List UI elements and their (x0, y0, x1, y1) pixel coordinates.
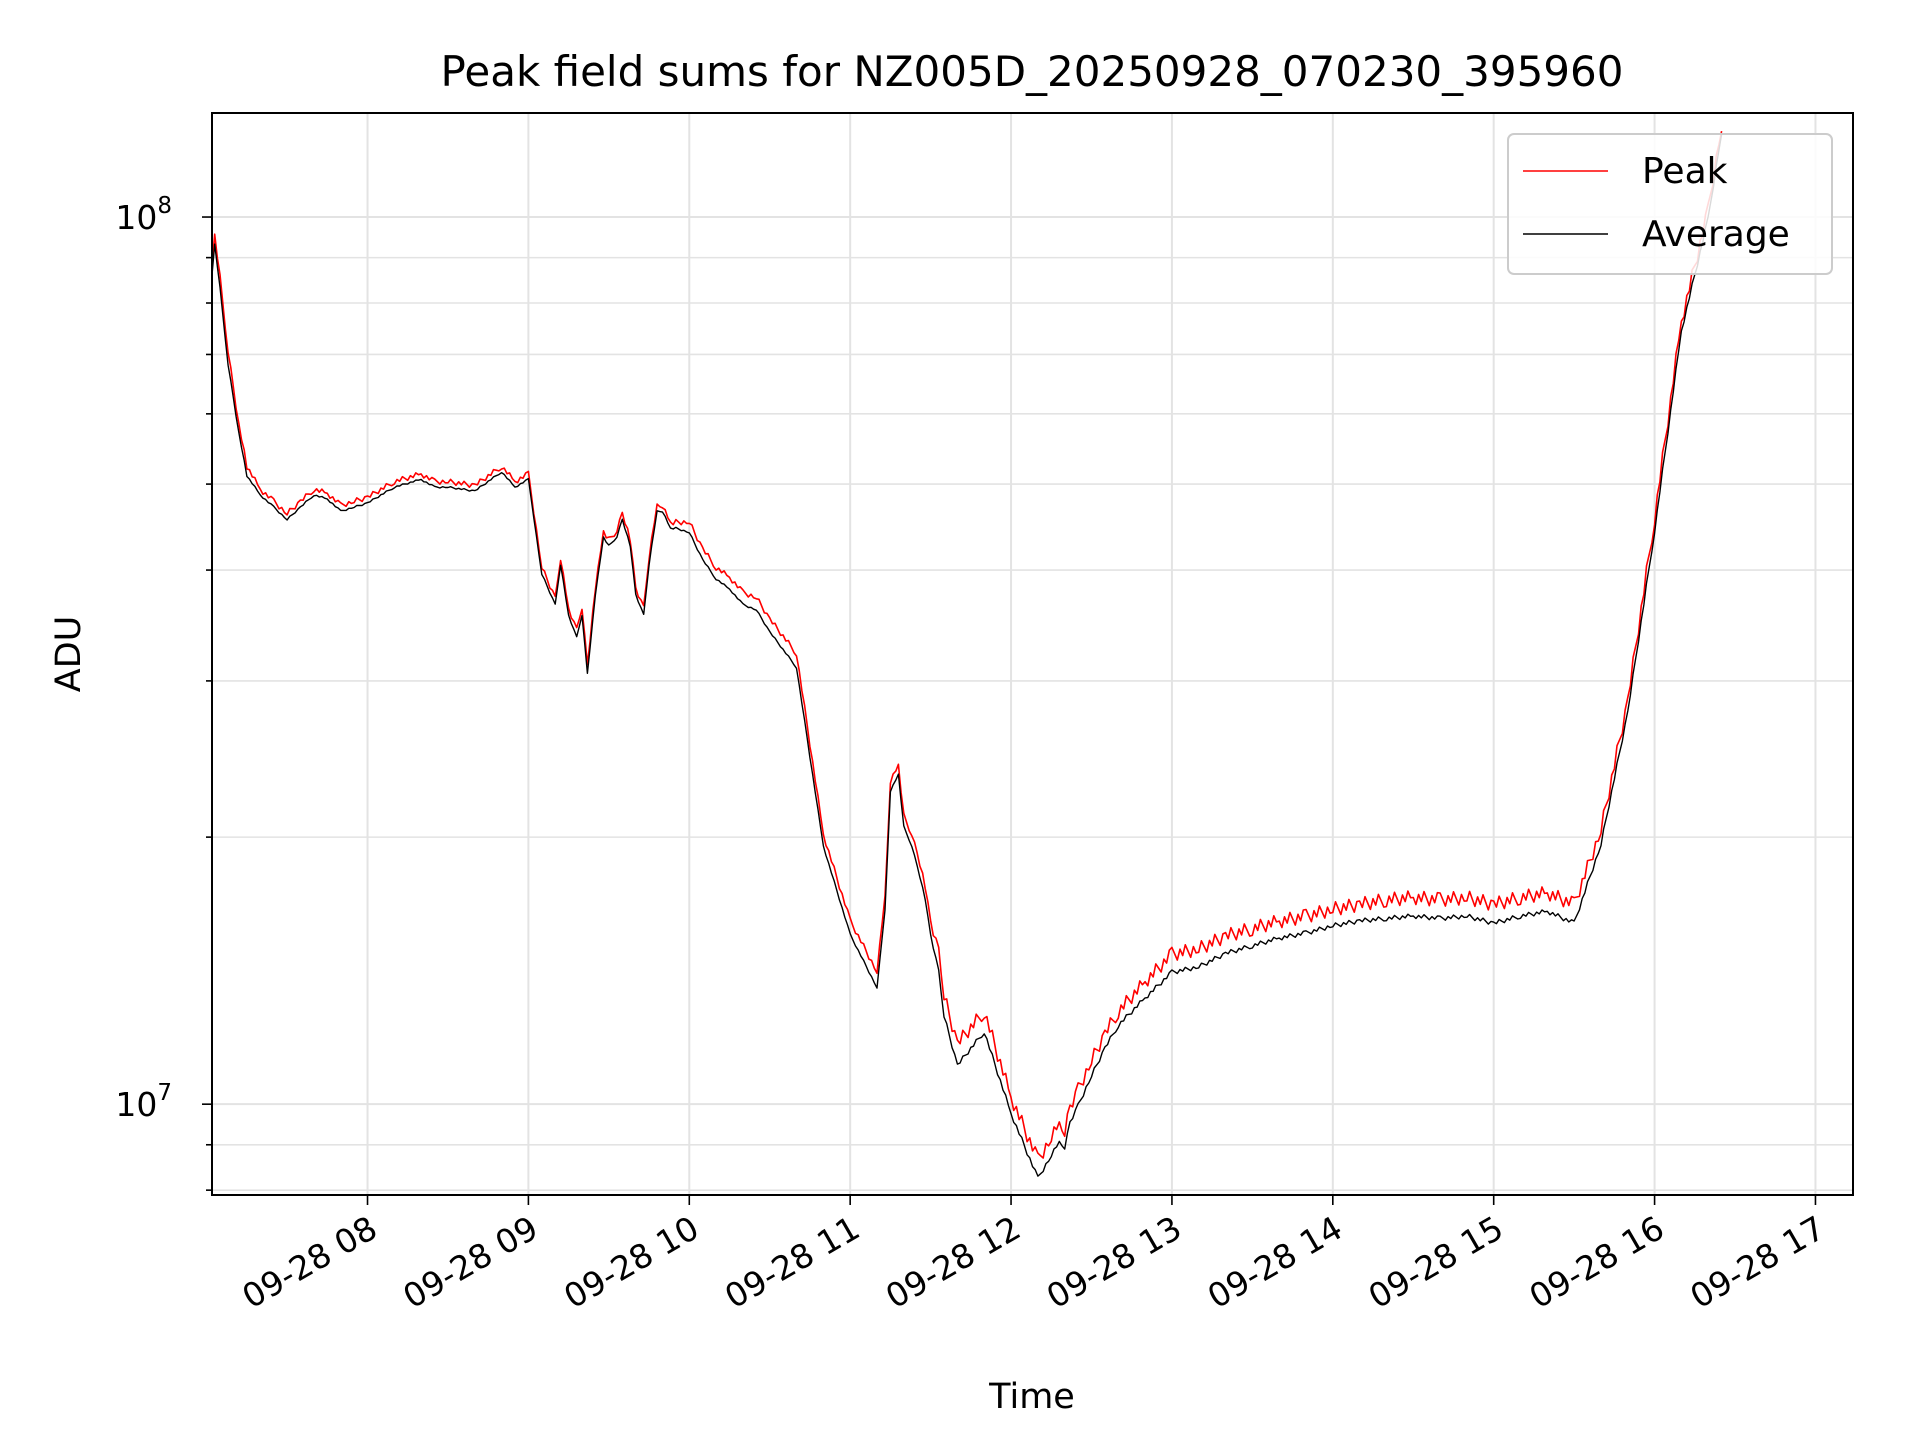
series-layer (212, 130, 1723, 1177)
y-tick-label: 107 (115, 1080, 172, 1124)
y-tick-label: 108 (115, 193, 172, 237)
plot-frame (211, 112, 1854, 1196)
legend-label-peak: Peak (1642, 151, 1728, 192)
legend-label-average: Average (1642, 214, 1790, 255)
series-line-average (212, 134, 1723, 1177)
y-axis: 107 108 (115, 193, 212, 1191)
x-axis-label: Time (988, 1377, 1075, 1417)
legend: Peak Average (1507, 133, 1833, 275)
chart-title: Peak field sums for NZ005D_20250928_0702… (441, 47, 1624, 96)
series-line-peak (212, 130, 1723, 1159)
legend-box (1507, 133, 1833, 275)
y-axis-label: ADU (49, 616, 89, 693)
